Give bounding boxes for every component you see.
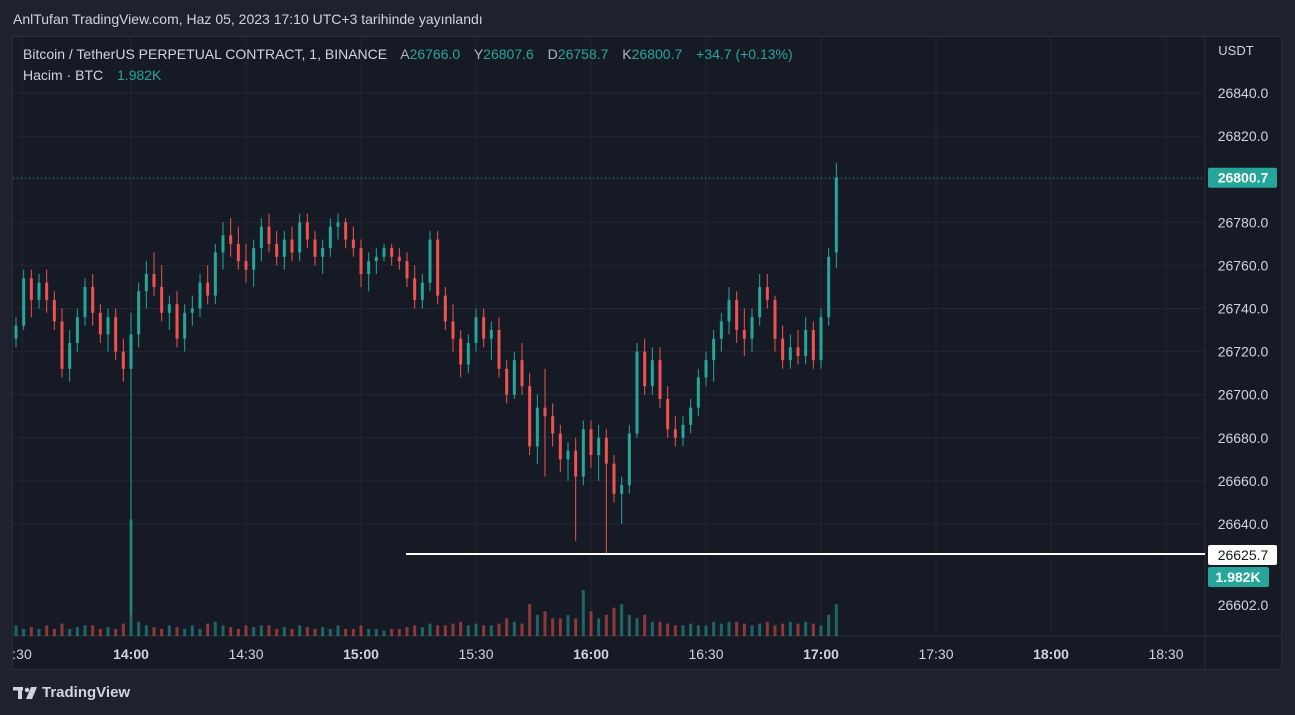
chart-legend: Bitcoin / TetherUS PERPETUAL CONTRACT, 1… [23, 45, 793, 87]
legend-close-label: K [622, 46, 632, 62]
footer: TradingView [0, 672, 1295, 715]
chart-frame[interactable] [12, 36, 1282, 670]
legend-open-value: 26766.0 [409, 46, 461, 62]
legend-volume-row: Hacim · BTC 1.982K [23, 66, 793, 87]
legend-low-label: D [547, 46, 558, 62]
brand-name: TradingView [42, 684, 131, 701]
legend-volume-value: 1.982K [117, 67, 162, 83]
legend-low-value: 26758.7 [557, 46, 609, 62]
legend-change-value: +34.7 (+0.13%) [696, 46, 793, 62]
legend-close-value: 26800.7 [631, 46, 683, 62]
tradingview-logo-icon [13, 686, 37, 699]
legend-volume-label[interactable]: Hacim · BTC [23, 67, 104, 83]
tradingview-brand[interactable]: TradingView [13, 684, 130, 701]
legend-high-label: Y [473, 46, 484, 62]
legend-symbol-row: Bitcoin / TetherUS PERPETUAL CONTRACT, 1… [23, 45, 793, 66]
publish-header: AnlTufan TradingView.com, Haz 05, 2023 1… [0, 0, 1295, 36]
published-text: AnlTufan TradingView.com, Haz 05, 2023 1… [13, 11, 483, 27]
legend-open-label: A [400, 46, 410, 62]
legend-symbol[interactable]: Bitcoin / TetherUS PERPETUAL CONTRACT, 1… [23, 46, 388, 62]
legend-high-value: 26807.6 [483, 46, 534, 62]
